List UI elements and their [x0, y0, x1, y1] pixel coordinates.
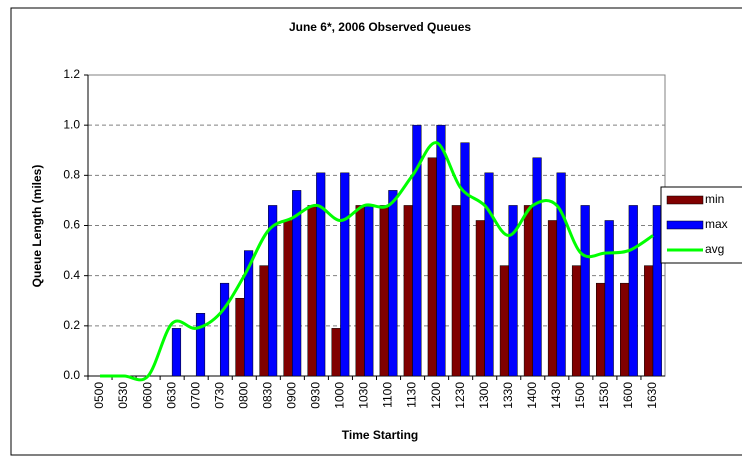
x-tick-label: 1500	[573, 382, 587, 409]
bar	[644, 265, 654, 377]
y-tick-label: 0.2	[63, 318, 80, 332]
x-tick-label: 1330	[501, 382, 515, 409]
x-tick-label: 0730	[212, 382, 226, 409]
bar	[283, 220, 293, 377]
bar	[595, 282, 606, 377]
x-tick-label: 1400	[525, 382, 539, 409]
avg-line	[100, 141, 654, 382]
bar	[268, 205, 278, 377]
x-tick-label: 1600	[621, 382, 635, 409]
bar	[508, 205, 518, 377]
bar	[451, 205, 461, 377]
bar	[235, 297, 245, 377]
bar	[460, 142, 470, 377]
x-tick-label: 0930	[309, 382, 323, 409]
legend-swatch	[666, 220, 704, 230]
bar	[244, 250, 254, 377]
bar	[388, 190, 398, 377]
x-tick-label: 0800	[236, 382, 250, 409]
x-tick-label: 1630	[645, 382, 659, 409]
x-tick-label: 1030	[357, 382, 371, 409]
legend-swatch	[666, 195, 704, 205]
bar	[403, 205, 413, 377]
bar	[604, 220, 614, 377]
y-tick-label: 0.4	[63, 268, 80, 282]
bar	[620, 282, 630, 377]
bar	[316, 172, 326, 377]
x-tick-label: 1230	[453, 382, 467, 409]
x-tick-label: 0900	[285, 382, 299, 409]
x-tick-label: 1100	[381, 382, 395, 408]
bar	[412, 124, 422, 377]
y-tick-label: 1.2	[63, 67, 80, 81]
x-tick-label: 1200	[429, 382, 443, 409]
bar	[484, 172, 494, 377]
bar	[571, 265, 582, 377]
y-tick-label: 0.8	[63, 168, 80, 182]
x-tick-label: 1300	[477, 382, 491, 409]
y-tick-label: 0.0	[63, 368, 80, 382]
legend-label: min	[705, 192, 724, 206]
bar	[499, 265, 509, 377]
legend-label: avg	[705, 242, 724, 256]
bar	[355, 205, 365, 377]
y-tick-label: 0.6	[63, 218, 80, 232]
bar	[331, 328, 341, 377]
x-axis-title: Time Starting	[342, 428, 418, 442]
bar	[364, 205, 374, 377]
bar	[195, 313, 206, 377]
bar	[556, 172, 566, 377]
bar	[219, 282, 230, 377]
y-axis-title: Queue Length (miles)	[30, 165, 44, 288]
x-tick-label: 1130	[405, 382, 419, 408]
bar	[436, 124, 446, 377]
x-tick-label: 0530	[116, 382, 130, 409]
bar	[171, 328, 182, 377]
x-tick-label: 0700	[188, 382, 202, 409]
x-tick-label: 0830	[260, 382, 274, 409]
bar	[292, 190, 302, 377]
x-tick-label: 1530	[597, 382, 611, 409]
bar	[628, 205, 638, 377]
bar	[427, 157, 437, 377]
bar	[532, 157, 542, 377]
bar	[379, 205, 389, 377]
bar	[340, 172, 350, 377]
legend-label: max	[705, 217, 728, 231]
x-tick-label: 1000	[333, 382, 347, 409]
bar	[580, 205, 590, 377]
x-tick-label: 0500	[92, 382, 106, 409]
bar	[652, 205, 662, 377]
bar	[475, 220, 485, 377]
chart-title: June 6*, 2006 Observed Queues	[289, 20, 471, 34]
x-tick-label: 1430	[549, 382, 563, 409]
bar	[523, 205, 534, 377]
x-tick-label: 0600	[140, 382, 154, 409]
x-tick-label: 0630	[164, 382, 178, 409]
bar	[547, 220, 558, 377]
bar	[307, 205, 317, 377]
y-tick-label: 1.0	[63, 117, 80, 131]
bar	[259, 265, 269, 377]
